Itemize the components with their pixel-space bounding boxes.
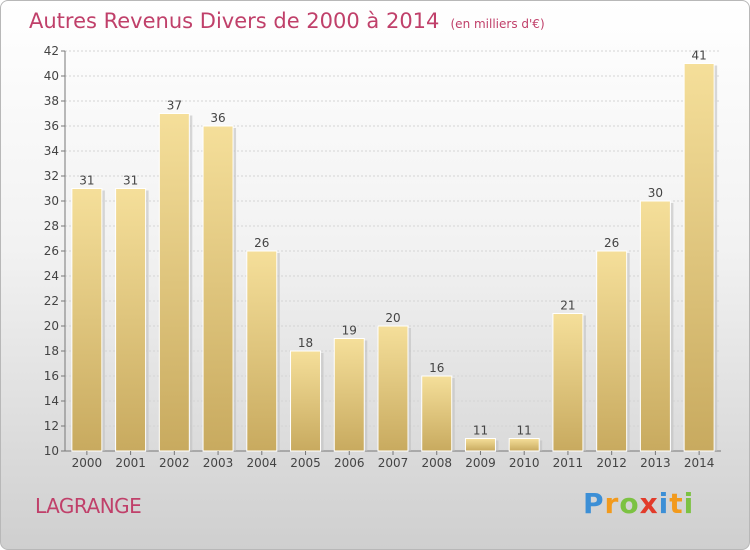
- bar-value-label: 26: [604, 236, 619, 250]
- x-tick-label: 2004: [247, 456, 278, 470]
- y-tick-label: 40: [44, 69, 59, 83]
- y-tick-label: 24: [44, 269, 59, 283]
- bar: [158, 113, 190, 452]
- bar: [639, 200, 671, 452]
- x-tick-label: 2000: [72, 456, 103, 470]
- bar: [552, 313, 584, 452]
- logo-letter: r: [604, 487, 620, 520]
- logo-letter: i: [683, 487, 695, 520]
- y-tick-label: 16: [44, 369, 59, 383]
- x-tick-label: 2013: [640, 456, 671, 470]
- x-tick-label: 2001: [115, 456, 146, 470]
- bar: [508, 438, 540, 452]
- bar-value-label: 36: [210, 111, 225, 125]
- bar-value-label: 31: [123, 174, 138, 188]
- bar-value-label: 21: [560, 299, 575, 313]
- bar: [596, 250, 628, 452]
- bar-value-label: 30: [648, 186, 663, 200]
- bar-value-label: 31: [79, 174, 94, 188]
- bar: [464, 438, 496, 452]
- logo-letter: i: [658, 487, 670, 520]
- bar-value-label: 18: [298, 336, 313, 350]
- y-tick-label: 36: [44, 119, 59, 133]
- y-tick-label: 12: [44, 419, 59, 433]
- y-tick-label: 26: [44, 244, 59, 258]
- bar: [115, 188, 147, 452]
- y-tick-label: 22: [44, 294, 59, 308]
- x-tick-label: 2014: [684, 456, 715, 470]
- y-tick-label: 28: [44, 219, 59, 233]
- bar-value-label: 26: [254, 236, 269, 250]
- y-tick-label: 10: [44, 444, 59, 458]
- logo-letter: x: [639, 487, 659, 520]
- y-tick-label: 32: [44, 169, 59, 183]
- y-tick-label: 20: [44, 319, 59, 333]
- proxiti-logo: Proxiti: [583, 487, 694, 520]
- chart-title: Autres Revenus Divers de 2000 à 2014 (en…: [29, 9, 545, 33]
- bar: [246, 250, 278, 452]
- logo-letter: o: [619, 487, 640, 520]
- bar-value-label: 11: [473, 424, 488, 438]
- x-tick-label: 2011: [553, 456, 584, 470]
- x-tick-label: 2003: [203, 456, 234, 470]
- chart-subtitle: (en milliers d'€): [450, 17, 545, 31]
- bar-value-label: 16: [429, 361, 444, 375]
- x-tick-label: 2002: [159, 456, 190, 470]
- y-tick-label: 42: [44, 44, 59, 58]
- x-tick-label: 2006: [334, 456, 365, 470]
- bar-value-label: 41: [691, 49, 706, 63]
- y-tick-label: 18: [44, 344, 59, 358]
- x-tick-label: 2008: [421, 456, 452, 470]
- x-tick-label: 2010: [509, 456, 540, 470]
- bar: [377, 325, 409, 452]
- bar-value-label: 37: [167, 99, 182, 113]
- bar-value-label: 20: [385, 311, 400, 325]
- x-tick-label: 2009: [465, 456, 496, 470]
- logo-letter: t: [669, 487, 684, 520]
- y-tick-label: 30: [44, 194, 59, 208]
- x-tick-label: 2007: [378, 456, 409, 470]
- bar-value-label: 11: [517, 424, 532, 438]
- y-tick-label: 38: [44, 94, 59, 108]
- bar: [71, 188, 103, 452]
- y-tick-label: 14: [44, 394, 59, 408]
- bar-value-label: 19: [342, 324, 357, 338]
- y-tick-label: 34: [44, 144, 59, 158]
- bar: [683, 63, 715, 452]
- chart-title-main: Autres Revenus Divers de 2000 à 2014: [29, 9, 440, 33]
- bar: [421, 375, 453, 452]
- x-tick-label: 2012: [596, 456, 627, 470]
- bar: [202, 125, 234, 452]
- logo-letter: P: [583, 487, 605, 520]
- x-tick-label: 2005: [290, 456, 321, 470]
- location-label: LAGRANGE: [35, 494, 142, 518]
- bar: [333, 338, 365, 452]
- bar: [290, 350, 322, 452]
